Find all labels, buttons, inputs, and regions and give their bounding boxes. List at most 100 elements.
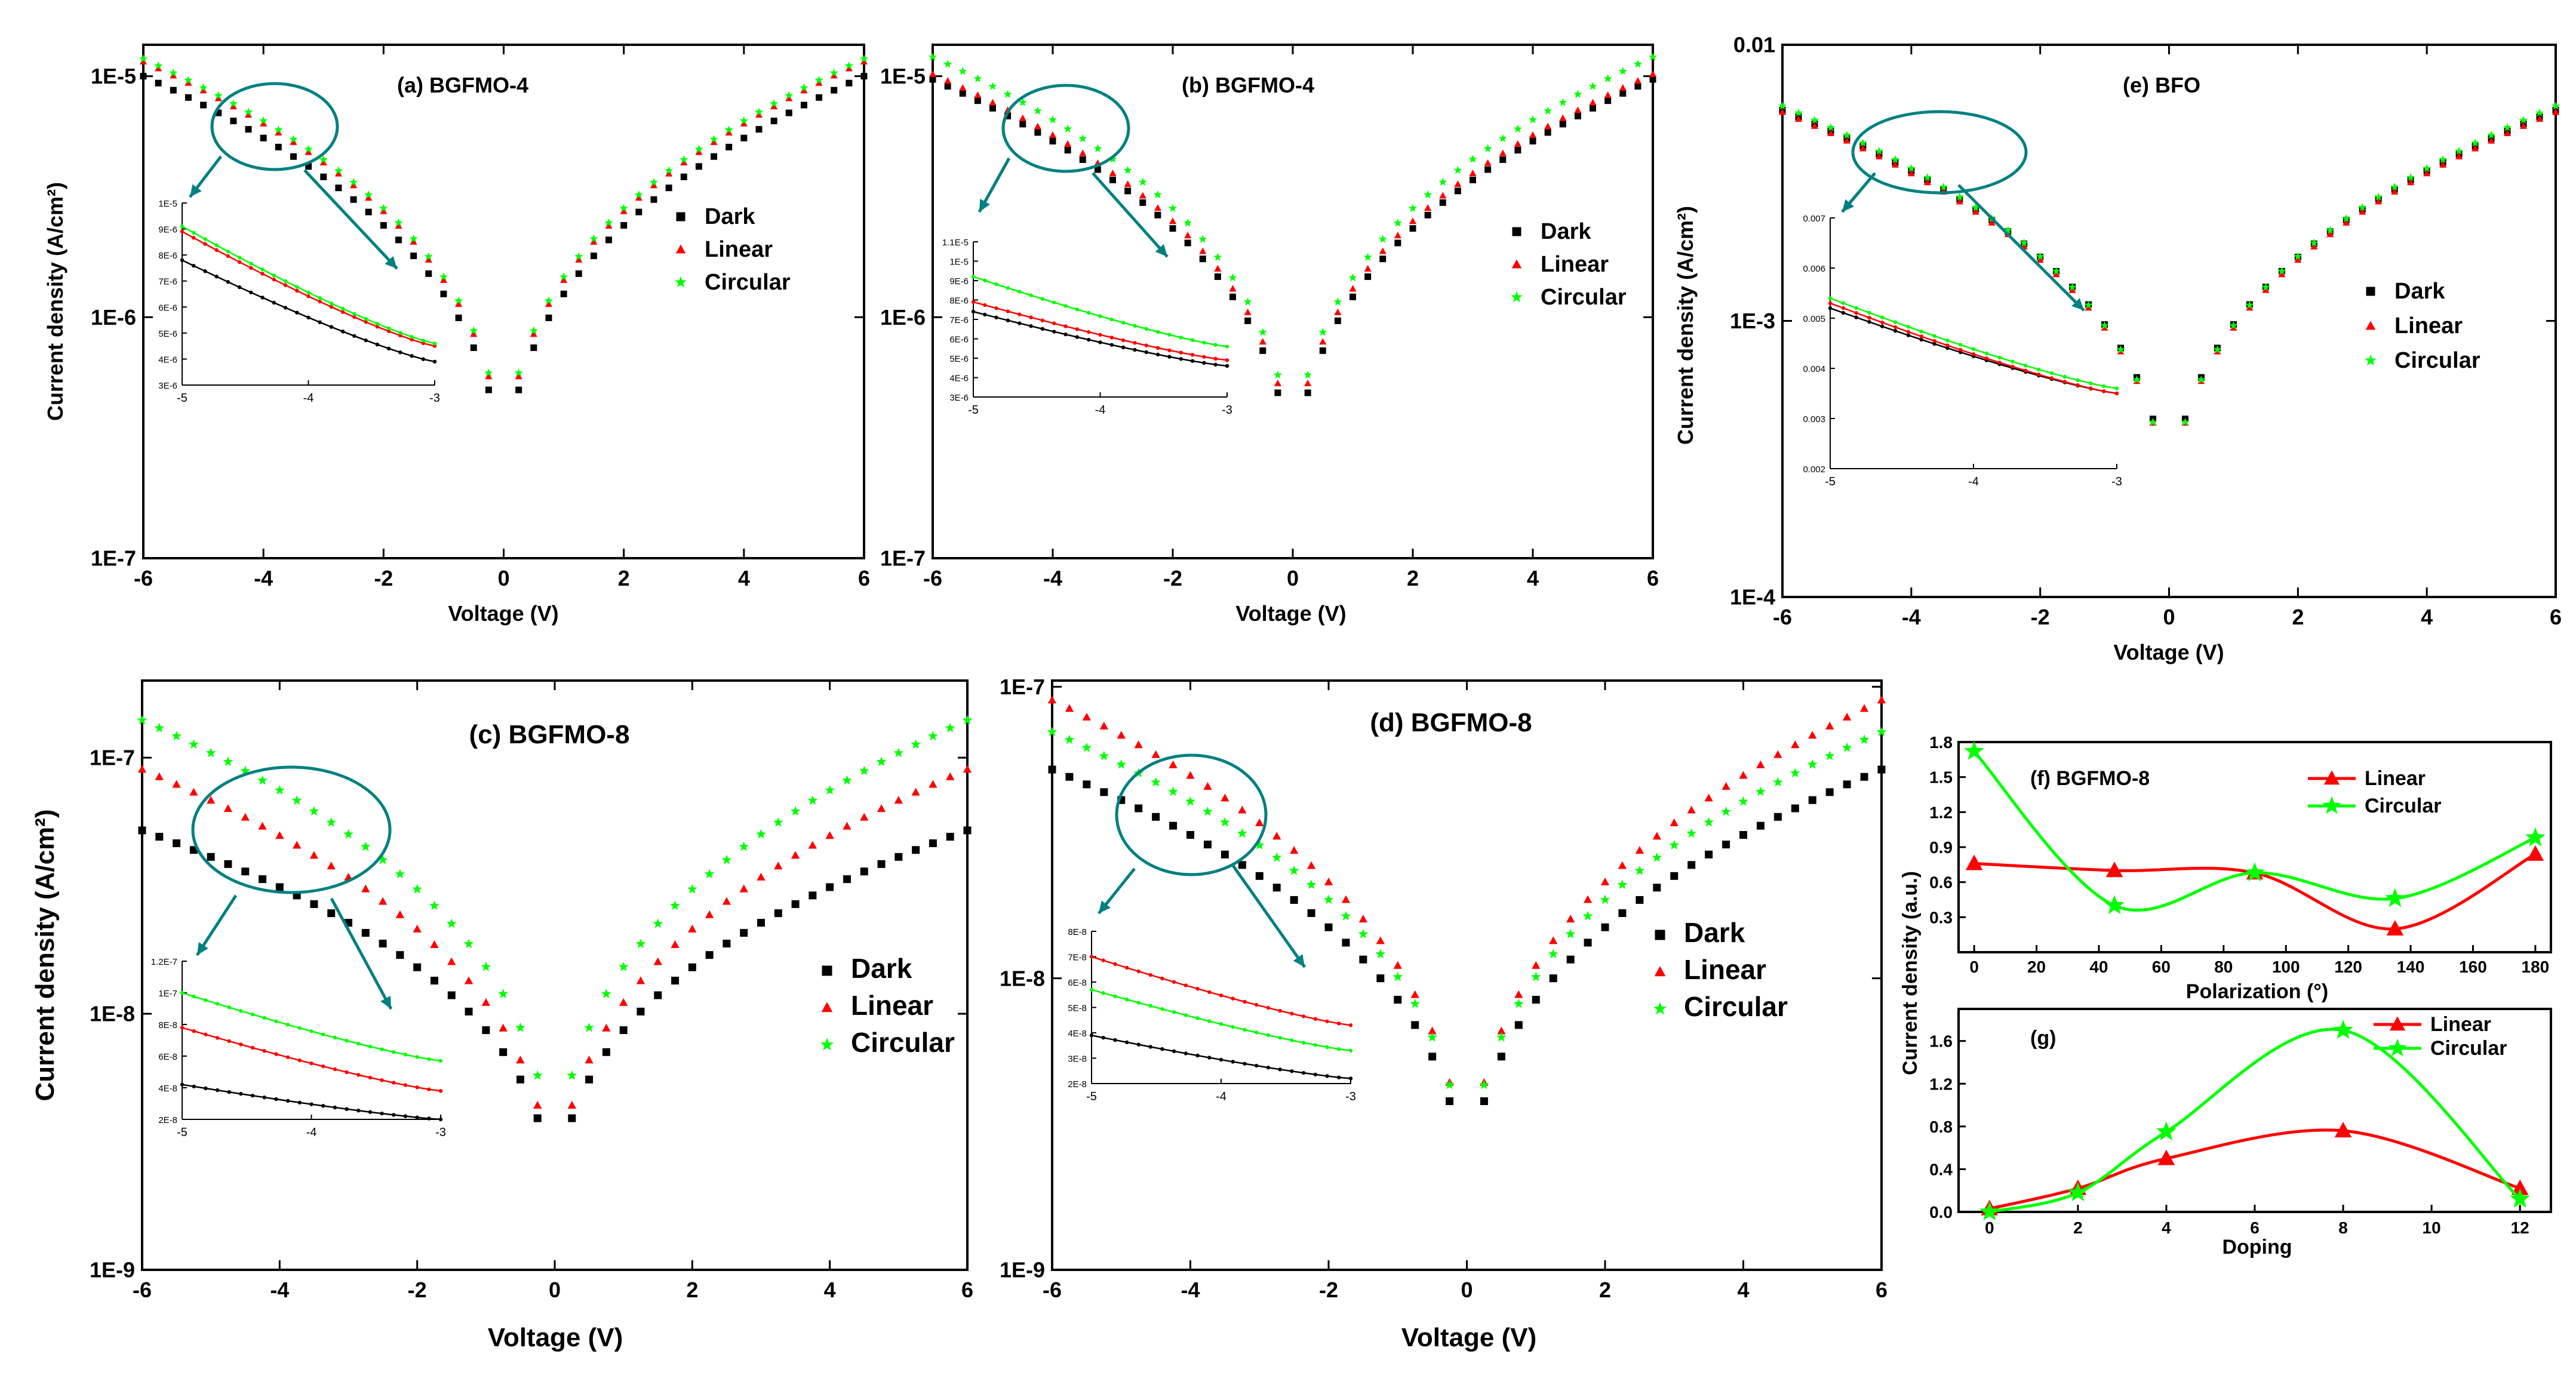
data-point (1048, 115, 1058, 124)
data-point (2358, 203, 2367, 211)
x-tick-label: 6 (1647, 566, 1659, 590)
x-axis-label: Polarization (°) (2186, 980, 2328, 1003)
data-point (1648, 53, 1658, 61)
data-point (739, 884, 748, 893)
data-point (245, 126, 252, 133)
inset-point (1219, 1022, 1224, 1026)
inset-line-circular (182, 992, 441, 1062)
zoom-circle (1001, 84, 1130, 173)
data-point (635, 208, 643, 216)
inset-point (1841, 301, 1846, 305)
inset-point (1301, 1041, 1306, 1045)
inset-point (1984, 351, 1989, 356)
inset-x-tick-label: -3 (1345, 1090, 1356, 1103)
data-point (568, 1114, 576, 1122)
data-point (1739, 771, 1748, 779)
data-point (361, 884, 370, 893)
data-point (361, 929, 370, 937)
inset-point (1213, 356, 1218, 361)
y-tick-label: 0.9 (1929, 838, 1953, 857)
data-point (911, 787, 920, 796)
inset-point (297, 1026, 302, 1030)
y-tick-label: 0.6 (1929, 873, 1953, 892)
inset-point (1932, 339, 1936, 343)
inset-point (1098, 333, 1102, 337)
inset-point (398, 333, 402, 338)
data-point (1393, 219, 1402, 227)
inset-point (1124, 965, 1129, 970)
data-point (532, 1070, 543, 1080)
data-point (1589, 99, 1597, 106)
data-point (1635, 846, 1644, 854)
data-point (1184, 239, 1191, 247)
data-point (1739, 831, 1747, 839)
data-point (2068, 286, 2076, 293)
inset-y-tick-label: 7E-6 (158, 277, 177, 287)
x-tick-label: 0 (1287, 566, 1299, 590)
inset-x-tick-label: -3 (1222, 404, 1232, 417)
data-point (1033, 106, 1042, 115)
inset-point (272, 277, 276, 282)
inset-point (1997, 355, 2002, 360)
inset-point (994, 315, 998, 320)
inset-point (2101, 384, 2106, 389)
data-point (649, 178, 659, 186)
inset-point (215, 1002, 220, 1006)
legend-marker (2365, 321, 2376, 330)
series-circular (928, 53, 1658, 379)
data-point (1877, 696, 1886, 704)
data-point (2439, 161, 2447, 168)
data-point (2036, 252, 2045, 260)
inset-point (1266, 1066, 1271, 1070)
data-point (1018, 98, 1027, 106)
y-axis-label-shared: Current density (a.u.) (1899, 871, 1922, 1075)
data-point (1826, 123, 1836, 131)
data-point (620, 222, 628, 229)
data-point (929, 70, 937, 77)
x-tick-label: -2 (1319, 1278, 1338, 1302)
data-point (533, 1114, 542, 1122)
x-tick-label: 0 (1985, 1218, 1994, 1237)
data-point (1379, 256, 1387, 263)
inset-line-dark (1091, 1035, 1351, 1079)
y-tick-label: 1E-9 (1000, 1258, 1045, 1282)
data-point (894, 853, 903, 861)
data-point (1134, 740, 1143, 749)
data-point (154, 722, 165, 733)
data-point (2511, 1179, 2529, 1195)
data-point (1289, 846, 1299, 854)
inset-point (309, 1102, 313, 1106)
panel-f: 0 20 40 60 80 100 120 140 160 180 0.3 0.6 0.9 1.2 1.5 1… (1929, 733, 2552, 1003)
data-point (349, 181, 358, 189)
data-point (1214, 273, 1221, 280)
inset-a: -5 -4 -3 3E-6 4E-6 5E-6 6E-6 7E-6 8E-6 9E-6 1E-5 (158, 199, 440, 405)
inset-point (1337, 1047, 1341, 1051)
inset-point (1144, 350, 1148, 355)
data-point (1808, 796, 1816, 804)
data-point (184, 75, 193, 84)
data-point (2310, 242, 2318, 250)
x-tick-label: -6 (1773, 605, 1792, 629)
inset-point (250, 1012, 255, 1017)
data-point (574, 252, 583, 260)
data-point (2261, 282, 2270, 291)
inset-point (262, 1016, 266, 1020)
data-point (1169, 821, 1178, 830)
inset-point (274, 1052, 278, 1056)
inset-point (1179, 336, 1183, 340)
data-point (395, 910, 405, 918)
data-point (1363, 253, 1372, 261)
inset-point (1348, 1048, 1353, 1053)
chart-title: (b) BGFMO-4 (1182, 73, 1314, 97)
inset-point (297, 1058, 302, 1063)
data-point (1600, 894, 1610, 904)
data-point (2375, 198, 2383, 205)
data-point (1439, 199, 1446, 206)
inset-point (215, 1036, 220, 1040)
inset-point (2024, 364, 2028, 368)
data-point (893, 747, 904, 758)
inset-point (1124, 1040, 1129, 1045)
data-point (516, 1075, 524, 1084)
inset-point (1052, 330, 1056, 334)
